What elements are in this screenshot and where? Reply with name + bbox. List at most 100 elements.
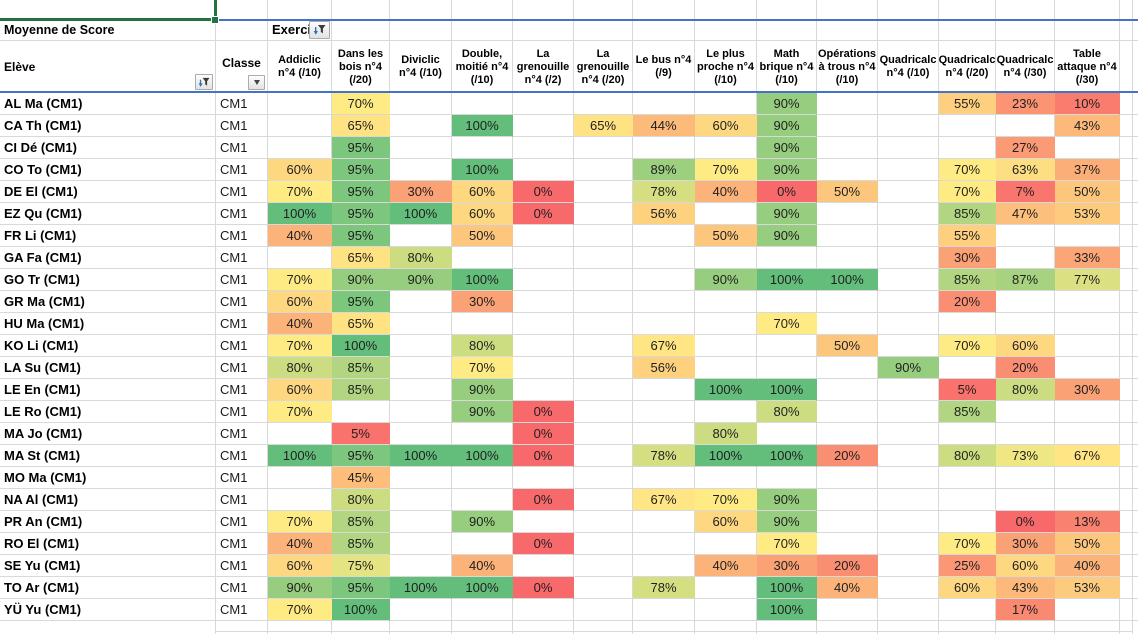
score-cell[interactable]: 100% (757, 599, 817, 621)
score-cell[interactable]: 65% (332, 247, 390, 269)
eleve-filter-button[interactable] (195, 74, 213, 90)
score-cell[interactable]: 0% (513, 203, 574, 225)
grid-cell[interactable] (695, 20, 757, 41)
score-cell[interactable] (878, 511, 939, 533)
grid-cell[interactable] (939, 0, 996, 20)
score-cell[interactable]: 70% (268, 401, 332, 423)
grid-cell[interactable] (513, 20, 574, 41)
grid-cell[interactable] (1120, 445, 1133, 467)
grid-cell[interactable] (757, 20, 817, 41)
score-cell[interactable] (1055, 599, 1120, 621)
score-cell[interactable] (332, 401, 390, 423)
grid-cell[interactable] (1133, 379, 1138, 401)
score-cell[interactable]: 95% (332, 225, 390, 247)
class-cell[interactable]: CM1 (216, 203, 268, 225)
student-name-cell[interactable]: EZ Qu (CM1) (0, 203, 216, 225)
score-cell[interactable] (878, 533, 939, 555)
grid-cell[interactable] (1120, 269, 1133, 291)
score-cell[interactable]: 20% (817, 445, 878, 467)
score-cell[interactable]: 20% (996, 357, 1055, 379)
score-cell[interactable]: 85% (332, 379, 390, 401)
score-cell[interactable]: 40% (268, 533, 332, 555)
score-cell[interactable]: 100% (390, 445, 452, 467)
score-cell[interactable] (513, 599, 574, 621)
score-cell[interactable] (996, 401, 1055, 423)
score-cell[interactable]: 40% (268, 225, 332, 247)
score-cell[interactable] (513, 379, 574, 401)
score-cell[interactable]: 95% (332, 291, 390, 313)
score-cell[interactable]: 90% (757, 115, 817, 137)
score-cell[interactable]: 100% (452, 115, 513, 137)
score-cell[interactable] (390, 335, 452, 357)
score-cell[interactable] (390, 93, 452, 115)
grid-cell[interactable] (1055, 621, 1120, 634)
score-cell[interactable]: 90% (452, 401, 513, 423)
score-cell[interactable]: 50% (695, 225, 757, 247)
score-cell[interactable]: 80% (332, 489, 390, 511)
grid-cell[interactable] (1133, 115, 1138, 137)
class-cell[interactable]: CM1 (216, 115, 268, 137)
grid-cell[interactable] (1120, 291, 1133, 313)
class-cell[interactable]: CM1 (216, 335, 268, 357)
grid-cell[interactable] (574, 0, 633, 20)
class-cell[interactable]: CM1 (216, 533, 268, 555)
score-cell[interactable]: 40% (452, 555, 513, 577)
score-cell[interactable] (574, 335, 633, 357)
score-cell[interactable] (878, 115, 939, 137)
score-cell[interactable] (452, 313, 513, 335)
score-cell[interactable] (695, 93, 757, 115)
score-cell[interactable]: 95% (332, 577, 390, 599)
score-cell[interactable] (574, 269, 633, 291)
score-cell[interactable] (939, 599, 996, 621)
score-cell[interactable]: 40% (268, 313, 332, 335)
score-cell[interactable] (574, 489, 633, 511)
score-cell[interactable]: 13% (1055, 511, 1120, 533)
grid-cell[interactable] (1133, 357, 1138, 379)
score-cell[interactable] (996, 467, 1055, 489)
score-cell[interactable] (513, 313, 574, 335)
score-cell[interactable]: 60% (452, 181, 513, 203)
grid-cell[interactable] (1133, 577, 1138, 599)
score-cell[interactable] (817, 115, 878, 137)
score-cell[interactable] (996, 489, 1055, 511)
score-cell[interactable] (513, 137, 574, 159)
score-cell[interactable] (817, 203, 878, 225)
grid-cell[interactable] (1120, 555, 1133, 577)
score-cell[interactable]: 67% (633, 489, 695, 511)
score-cell[interactable]: 85% (939, 269, 996, 291)
score-cell[interactable]: 45% (332, 467, 390, 489)
pivot-value-label-cell[interactable]: Moyenne de Score (0, 20, 216, 41)
grid-cell[interactable] (268, 621, 332, 634)
student-name-cell[interactable]: CI Dé (CM1) (0, 137, 216, 159)
score-cell[interactable] (1055, 291, 1120, 313)
score-cell[interactable]: 65% (574, 115, 633, 137)
score-cell[interactable] (817, 489, 878, 511)
score-cell[interactable] (695, 357, 757, 379)
grid-cell[interactable] (1133, 335, 1138, 357)
score-cell[interactable]: 50% (1055, 181, 1120, 203)
score-cell[interactable] (633, 93, 695, 115)
grid-cell[interactable] (1133, 489, 1138, 511)
score-cell[interactable] (452, 467, 513, 489)
score-cell[interactable] (390, 401, 452, 423)
score-cell[interactable]: 100% (817, 269, 878, 291)
score-cell[interactable] (939, 313, 996, 335)
score-cell[interactable]: 80% (695, 423, 757, 445)
score-cell[interactable]: 70% (268, 269, 332, 291)
score-cell[interactable]: 44% (633, 115, 695, 137)
grid-cell[interactable] (1133, 0, 1138, 20)
score-cell[interactable]: 60% (268, 159, 332, 181)
grid-cell[interactable] (817, 621, 878, 634)
score-cell[interactable]: 85% (332, 511, 390, 533)
grid-cell[interactable] (1120, 621, 1133, 634)
score-cell[interactable] (1055, 335, 1120, 357)
score-cell[interactable]: 78% (633, 445, 695, 467)
grid-cell[interactable] (216, 0, 268, 20)
score-cell[interactable]: 70% (939, 335, 996, 357)
score-cell[interactable]: 70% (695, 489, 757, 511)
score-cell[interactable] (695, 247, 757, 269)
grid-cell[interactable] (1120, 533, 1133, 555)
score-cell[interactable] (268, 489, 332, 511)
score-cell[interactable]: 40% (1055, 555, 1120, 577)
score-cell[interactable] (268, 467, 332, 489)
